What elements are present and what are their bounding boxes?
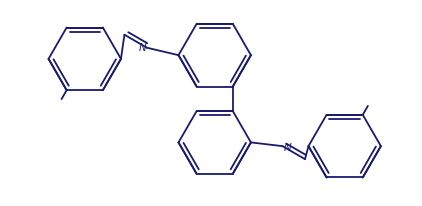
Text: N: N — [284, 142, 291, 152]
Text: N: N — [138, 43, 146, 53]
